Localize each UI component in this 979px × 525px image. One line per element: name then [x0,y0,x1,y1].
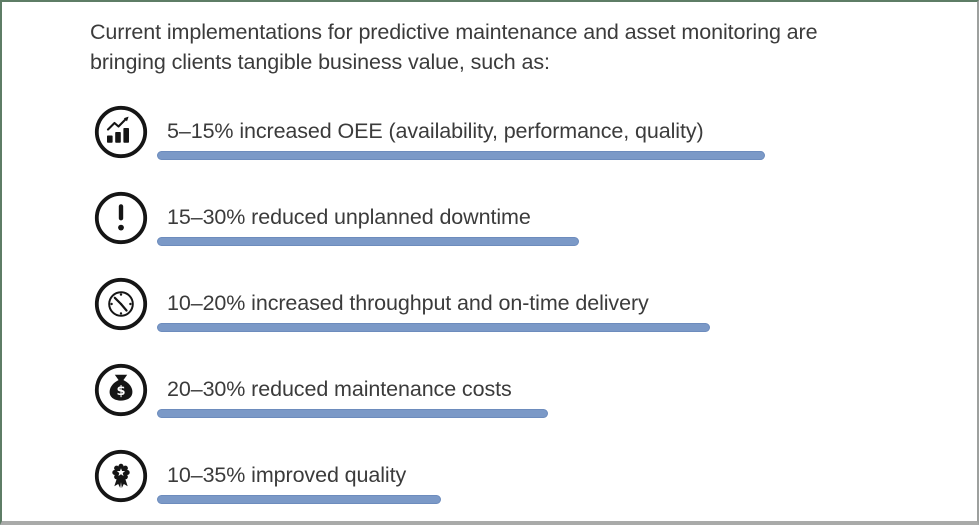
award-ribbon-icon [94,449,148,503]
benefit-text: 10–35% improved quality [167,463,407,487]
intro-line-2: bringing clients tangible business value… [90,50,550,74]
list-item: 10–35% improved quality [2,449,977,505]
highlight-underline [157,409,548,418]
money-bag-icon: $ [94,363,148,417]
highlight-underline [157,151,765,160]
highlight-underline [157,495,441,504]
list-item: 15–30% reduced unplanned downtime [2,191,977,247]
highlight-underline [157,323,710,332]
alert-exclamation-icon [94,191,148,245]
clock-icon [94,277,148,331]
benefit-text: 5–15% increased OEE (availability, perfo… [167,119,704,143]
intro-text: Current implementations for predictive m… [90,17,930,77]
svg-text:$: $ [116,384,125,399]
benefit-text: 15–30% reduced unplanned downtime [167,205,531,229]
list-item: $ 20–30% reduced maintenance costs [2,363,977,419]
benefit-text: 10–20% increased throughput and on-time … [167,291,649,315]
intro-line-1: Current implementations for predictive m… [90,20,818,44]
benefit-text: 20–30% reduced maintenance costs [167,377,512,401]
highlight-underline [157,237,579,246]
list-item: 10–20% increased throughput and on-time … [2,277,977,333]
chart-increasing-icon [94,105,148,159]
list-item: 5–15% increased OEE (availability, perfo… [2,105,977,161]
